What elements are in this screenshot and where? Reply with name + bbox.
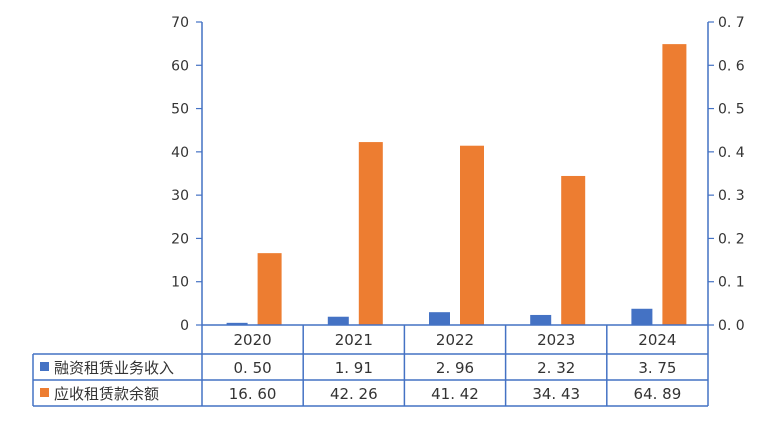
bar-融资租赁业务收入 xyxy=(530,314,552,325)
category-label: 2021 xyxy=(335,331,373,349)
right-axis-tick-label: 0. 2 xyxy=(718,231,745,247)
bar-应收租赁款余额 xyxy=(561,175,586,325)
category-label: 2022 xyxy=(436,331,474,349)
data-table: 2020 2021 2022 2023 2024 融资租赁业务收入 0. 50 1. 91 2.… xyxy=(32,324,709,407)
right-y-axis: 0. 0 0. 1 0. 2 0. 3 0. 4 0. 5 0. 6 0. 7 xyxy=(707,15,745,334)
bars-layer xyxy=(226,44,687,326)
left-axis-tick-label: 30 xyxy=(171,188,189,204)
table-value: 2. 96 xyxy=(436,359,474,377)
right-axis-tick-label: 0. 5 xyxy=(718,102,745,118)
bar-应收租赁款余额 xyxy=(460,145,484,325)
bar-应收租赁款余额 xyxy=(358,142,383,325)
left-axis-tick-label: 70 xyxy=(171,15,189,31)
left-axis-tick-label: 20 xyxy=(171,231,189,247)
right-axis-tick-label: 0. 3 xyxy=(718,188,745,204)
table-value: 34. 43 xyxy=(532,385,580,403)
table-value: 3. 75 xyxy=(638,359,676,377)
right-axis-tick-label: 0. 0 xyxy=(718,318,745,334)
left-axis-tick-label: 40 xyxy=(171,145,189,161)
bar-融资租赁业务收入 xyxy=(631,308,653,325)
left-axis-tick-label: 10 xyxy=(171,275,189,291)
series-name-label: 应收租赁款余额 xyxy=(54,385,159,403)
bar-应收租赁款余额 xyxy=(257,253,282,325)
left-y-axis: 0 10 20 30 40 50 60 70 xyxy=(171,15,203,334)
left-axis-tick-label: 0 xyxy=(180,318,189,334)
table-value: 42. 26 xyxy=(330,385,378,403)
bar-融资租赁业务收入 xyxy=(429,312,450,325)
right-axis-tick-label: 0. 1 xyxy=(718,275,745,291)
category-label: 2020 xyxy=(234,331,272,349)
table-value: 1. 91 xyxy=(335,359,373,377)
right-axis-tick-label: 0. 6 xyxy=(718,58,745,74)
category-label: 2024 xyxy=(638,331,676,349)
bar-融资租赁业务收入 xyxy=(327,316,349,325)
left-axis-tick-label: 50 xyxy=(171,102,189,118)
right-axis-tick-label: 0. 4 xyxy=(718,145,745,161)
category-label: 2023 xyxy=(537,331,575,349)
table-value: 0. 50 xyxy=(234,359,272,377)
table-value: 2. 32 xyxy=(537,359,575,377)
table-value: 41. 42 xyxy=(431,385,479,403)
legend-swatch-应收租赁款余额 xyxy=(40,388,49,397)
series-name-label: 融资租赁业务收入 xyxy=(54,359,174,377)
table-value: 16. 60 xyxy=(229,385,277,403)
left-axis-tick-label: 60 xyxy=(171,58,189,74)
table-value: 64. 89 xyxy=(634,385,682,403)
right-axis-tick-label: 0. 7 xyxy=(718,15,745,31)
bar-融资租赁业务收入 xyxy=(226,322,248,325)
legend-swatch-融资租赁业务收入 xyxy=(40,362,49,371)
bar-应收租赁款余额 xyxy=(662,44,687,326)
